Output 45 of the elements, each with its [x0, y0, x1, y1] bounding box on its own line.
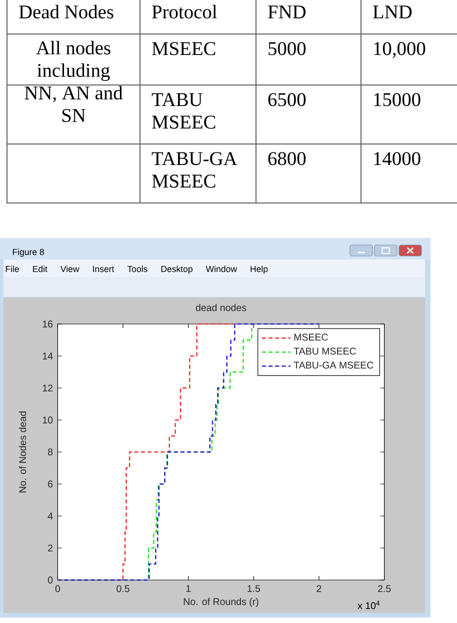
text: Help — [250, 266, 268, 274]
y-tick-label: 16 — [42, 320, 53, 328]
y-tick-label: 2 — [48, 544, 53, 552]
chart-title: dead nodes — [196, 304, 246, 312]
text: 5000 — [268, 42, 306, 56]
legend-label: MSEEC — [294, 334, 328, 341]
y-tick-label: 0 — [48, 576, 53, 584]
text: x 10$^{4}$ — [358, 600, 380, 610]
y-tick-label: 10 — [42, 416, 53, 424]
text: LND — [373, 6, 412, 18]
text: 10,000 — [374, 42, 426, 58]
text: FND — [268, 6, 306, 18]
y-tick-label: 6 — [48, 480, 53, 488]
text: TABU-GA MSEEC — [152, 152, 238, 188]
text: Insert — [93, 266, 114, 272]
text: Window — [206, 266, 238, 272]
text: All nodes including NN, AN and SN — [24, 40, 123, 122]
x-tick-label: 0.5 — [116, 585, 130, 592]
x-tick-label: 2.5 — [378, 585, 391, 592]
x-tick-label: 2 — [316, 585, 322, 592]
text: Dead Nodes — [19, 4, 114, 18]
text: TABU MSEEC — [152, 93, 216, 129]
text: 6500 — [268, 93, 306, 106]
text: MSEEC — [152, 42, 216, 56]
y-tick-label: 14 — [42, 352, 53, 360]
text: Protocol — [152, 4, 217, 18]
legend-label: TABU-GA MSEEC — [294, 362, 374, 369]
text: 14000 — [374, 152, 420, 166]
x-tick-label: 0 — [55, 585, 60, 592]
text: View — [60, 266, 80, 272]
caption: Figure 8 — [12, 248, 44, 257]
y-tick-label: 4 — [48, 512, 53, 520]
x-axis-title: No. of Rounds (r) — [184, 598, 258, 608]
text: 6800 — [268, 152, 306, 166]
y-axis-title: No. of Nodes dead — [18, 411, 26, 492]
y-tick-label: 12 — [42, 384, 53, 392]
x-tick-label: 1 — [186, 585, 191, 592]
text: Tools — [127, 266, 148, 272]
text: Desktop — [161, 266, 192, 274]
text: 15000 — [374, 93, 420, 106]
text: Edit — [33, 266, 48, 272]
y-tick-label: 8 — [48, 448, 53, 456]
legend-label: TABU MSEEC — [294, 348, 356, 355]
text: File — [6, 266, 19, 272]
x-tick-label: 1.5 — [248, 585, 260, 592]
